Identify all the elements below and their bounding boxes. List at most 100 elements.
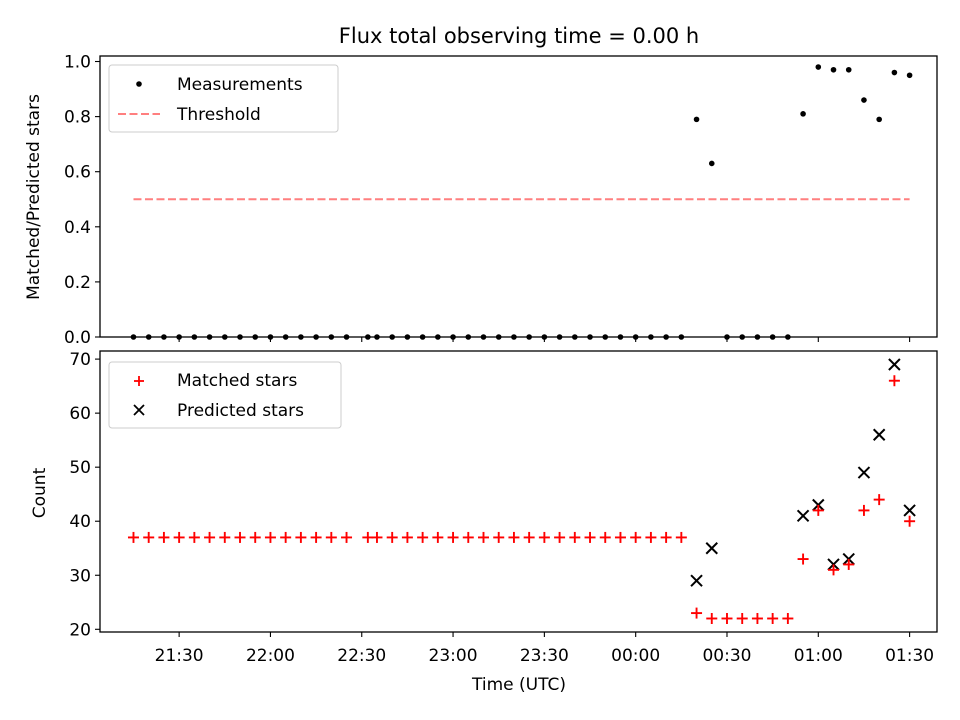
matched-star-point (645, 531, 657, 543)
measurement-point (830, 66, 837, 73)
matched-star-point (371, 531, 383, 543)
matched-star-point (158, 531, 170, 543)
legend-threshold-label: Threshold (176, 105, 261, 125)
matched-star-point (767, 612, 779, 624)
bottom-y-tick-label: 20 (69, 620, 91, 640)
x-tick-label: 23:30 (520, 646, 569, 666)
matched-star-point (508, 531, 520, 543)
matched-star-point (188, 531, 200, 543)
top-y-axis-label: Matched/Predicted stars (24, 94, 44, 300)
measurement-point (708, 160, 715, 167)
matched-star-point (401, 531, 413, 543)
matched-star-point (219, 531, 231, 543)
x-tick-label: 00:00 (611, 646, 660, 666)
bottom-y-tick-label: 60 (69, 404, 91, 424)
matched-star-point (264, 531, 276, 543)
matched-star-point (204, 531, 216, 543)
top-plot-area: 0.0 0.2 0.4 0.6 0.8 1.0 (64, 53, 913, 348)
matched-star-point (249, 531, 261, 543)
predicted-star-point (857, 466, 871, 479)
matched-star-point (843, 558, 855, 570)
top-y-tick-label: 0.4 (64, 218, 91, 238)
predicted-star-point (690, 574, 703, 587)
matched-star-point (325, 531, 337, 543)
bottom-legend-box (108, 361, 342, 429)
x-tick-label: 01:30 (885, 646, 934, 666)
measurement-point (693, 116, 700, 123)
top-y-tick-label: 0.2 (64, 273, 91, 293)
bottom-y-tick-label: 30 (69, 566, 91, 586)
legend-measurements-marker (136, 81, 142, 87)
legend-predicted-stars-label: Predicted stars (177, 401, 304, 421)
matched-star-point (386, 531, 398, 543)
matched-star-point (538, 531, 550, 543)
x-tick-label: 22:00 (246, 646, 295, 666)
predicted-star-point (888, 358, 901, 371)
legend-matched-stars-marker (134, 376, 144, 386)
matched-star-point (675, 531, 687, 543)
measurement-point (861, 97, 867, 103)
top-y-tick-label: 1.0 (64, 53, 91, 73)
matched-star-point (432, 531, 444, 543)
matched-star-point (706, 612, 718, 624)
predicted-star-point (903, 504, 916, 517)
legend-measurements-label: Measurements (177, 75, 303, 95)
bottom-y-tick-label: 40 (69, 512, 91, 532)
matched-star-point (173, 531, 185, 543)
matched-star-point (599, 531, 611, 543)
legend-matched-stars-label: Matched stars (177, 371, 297, 391)
bottom-axes-frame (99, 350, 938, 633)
matched-star-point (888, 375, 900, 387)
matched-star-point (660, 531, 672, 543)
x-tick-label: 00:30 (702, 646, 751, 666)
predicted-star-point (796, 509, 810, 523)
matched-star-point (828, 564, 840, 576)
x-axis-label: Time (UTC) (471, 675, 566, 695)
matched-star-point (691, 607, 703, 619)
matched-star-point (873, 494, 885, 506)
top-legend: Measurements Threshold (108, 64, 339, 133)
predicted-star-point (705, 542, 718, 555)
x-tick-label: 21:30 (155, 646, 204, 666)
matched-star-point (462, 531, 474, 543)
measurement-point (891, 69, 898, 76)
x-tick-label: 23:00 (429, 646, 478, 666)
matched-star-point (234, 531, 246, 543)
bottom-legend: Matched stars Predicted stars (108, 361, 342, 429)
matched-star-point (812, 504, 824, 516)
bottom-y-tick-label: 50 (69, 458, 91, 478)
bottom-y-axis-label: Count (30, 467, 50, 518)
top-legend-box (108, 64, 339, 133)
x-tick-label: 22:30 (337, 646, 386, 666)
matched-star-point (143, 531, 155, 543)
measurement-point (845, 66, 852, 73)
matched-star-point (614, 531, 626, 543)
matched-star-point (447, 531, 459, 543)
measurement-point (876, 116, 882, 123)
x-tick-label: 01:00 (794, 646, 843, 666)
matched-star-point (584, 531, 596, 543)
matched-star-point (797, 553, 809, 565)
matched-star-point (554, 531, 566, 543)
matched-star-point (630, 531, 642, 543)
matched-star-point (782, 612, 794, 624)
bottom-plot-area: 20 30 40 50 60 70 21:30 22:00 22:30 23:00 23:30 00:… (69, 350, 934, 666)
matched-star-point (721, 612, 733, 624)
top-y-tick-label: 0.8 (64, 108, 91, 128)
matched-star-point (295, 531, 307, 543)
chart-title: Flux total observing time = 0.00 h (339, 24, 699, 48)
matched-star-point (310, 531, 322, 543)
matched-star-point (569, 531, 581, 543)
top-y-tick-label: 0.0 (64, 328, 91, 348)
matched-star-point (280, 531, 292, 543)
predicted-star-point (872, 428, 886, 441)
matched-star-point (904, 515, 916, 527)
matched-star-point (493, 531, 505, 543)
matched-star-point (523, 531, 535, 543)
matched-star-point (127, 531, 139, 543)
measurement-point (815, 64, 822, 70)
matched-star-point (417, 531, 429, 543)
top-y-tick-label: 0.6 (64, 163, 91, 183)
matched-star-point (477, 531, 489, 543)
